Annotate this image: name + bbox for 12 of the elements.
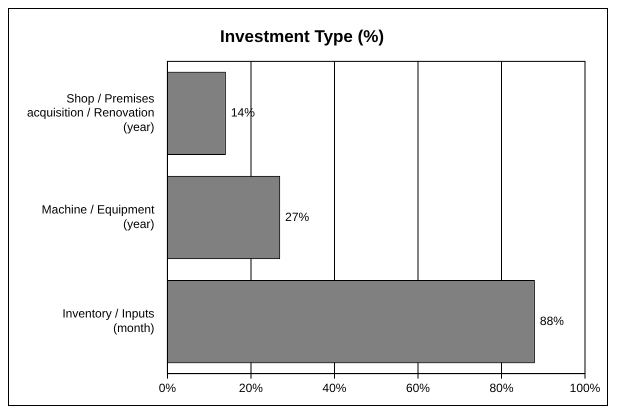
y-tick-label: Machine / Equipment (year) bbox=[42, 202, 156, 232]
x-tick-label: 60% bbox=[406, 381, 430, 396]
y-tick-label: Shop / Premises acquisition / Renovation (year) bbox=[26, 91, 154, 134]
data-label: 27% bbox=[285, 210, 310, 224]
y-tick-label: Inventory / Inputs (month) bbox=[62, 306, 154, 336]
x-tick-label: 0% bbox=[158, 381, 176, 396]
x-tick-label: 80% bbox=[489, 381, 514, 396]
x-tick-label: 40% bbox=[322, 381, 347, 396]
chart-title: Investment Type (%) bbox=[220, 26, 384, 46]
x-tick-label: 100% bbox=[570, 381, 601, 396]
x-tick-label: 20% bbox=[238, 381, 264, 396]
data-label: 88% bbox=[540, 314, 564, 328]
